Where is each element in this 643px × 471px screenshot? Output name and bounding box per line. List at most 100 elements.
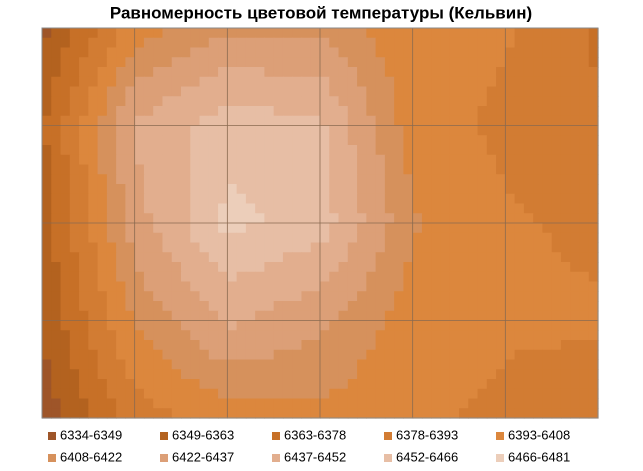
contour-cell bbox=[292, 252, 303, 263]
contour-cell bbox=[477, 223, 488, 234]
contour-cell bbox=[440, 96, 451, 107]
contour-cell bbox=[329, 242, 340, 253]
contour-cell bbox=[60, 252, 71, 263]
contour-cell bbox=[421, 242, 432, 253]
contour-cell bbox=[42, 164, 52, 175]
contour-cell bbox=[496, 47, 506, 58]
contour-cell bbox=[338, 340, 349, 351]
contour-cell bbox=[69, 106, 80, 117]
contour-cell bbox=[255, 379, 265, 390]
contour-cell bbox=[125, 47, 136, 58]
contour-cell bbox=[181, 281, 191, 292]
contour-cell bbox=[366, 145, 377, 156]
contour-cell bbox=[88, 242, 99, 253]
contour-cell bbox=[264, 193, 275, 205]
contour-cell bbox=[106, 135, 117, 146]
contour-cell bbox=[421, 145, 432, 156]
contour-cell bbox=[440, 369, 451, 380]
contour-cell bbox=[292, 291, 303, 302]
contour-cell bbox=[514, 164, 525, 175]
contour-cell bbox=[523, 135, 534, 146]
contour-cell bbox=[320, 164, 330, 175]
contour-cell bbox=[245, 232, 256, 244]
contour-cell bbox=[60, 96, 71, 107]
contour-cell bbox=[106, 310, 117, 322]
contour-cell bbox=[282, 164, 293, 175]
contour-cell bbox=[440, 330, 451, 341]
contour-cell bbox=[134, 320, 145, 331]
contour-cell bbox=[366, 213, 377, 224]
contour-cell bbox=[477, 281, 488, 292]
contour-cell bbox=[440, 145, 451, 156]
contour-cell bbox=[468, 135, 479, 146]
contour-cell bbox=[264, 96, 275, 107]
contour-cell bbox=[79, 291, 89, 302]
contour-cell bbox=[486, 135, 497, 146]
contour-cell bbox=[60, 281, 71, 292]
contour-cell bbox=[79, 106, 89, 117]
contour-cell bbox=[505, 106, 516, 117]
contour-cell bbox=[320, 57, 330, 68]
contour-cell bbox=[449, 223, 460, 234]
contour-cell bbox=[338, 301, 349, 312]
contour-cell bbox=[468, 340, 479, 351]
contour-cell bbox=[440, 115, 451, 127]
contour-cell bbox=[505, 398, 516, 409]
contour-cell bbox=[357, 388, 367, 400]
contour-cell bbox=[125, 203, 136, 214]
contour-cell bbox=[171, 330, 182, 341]
contour-cell bbox=[394, 28, 404, 39]
contour-cell bbox=[255, 86, 265, 97]
contour-cell bbox=[227, 291, 238, 302]
contour-cell bbox=[338, 369, 349, 380]
contour-cell bbox=[347, 271, 358, 283]
contour-cell bbox=[106, 398, 117, 409]
contour-cell bbox=[292, 359, 303, 370]
contour-cell bbox=[143, 47, 154, 58]
contour-cell bbox=[440, 252, 451, 263]
contour-cell bbox=[375, 203, 386, 214]
contour-cell bbox=[357, 213, 367, 224]
contour-cell bbox=[282, 37, 293, 49]
contour-cell bbox=[505, 379, 516, 390]
contour-cell bbox=[496, 369, 506, 380]
contour-cell bbox=[162, 340, 173, 351]
contour-cell bbox=[477, 232, 488, 244]
contour-cell bbox=[79, 145, 89, 156]
contour-cell bbox=[79, 67, 89, 78]
contour-cell bbox=[264, 223, 275, 234]
contour-cell bbox=[227, 369, 238, 380]
contour-cell bbox=[588, 115, 599, 127]
contour-cell bbox=[236, 398, 247, 409]
contour-cell bbox=[366, 193, 377, 205]
contour-cell bbox=[273, 154, 284, 166]
contour-cell bbox=[208, 125, 219, 136]
contour-cell bbox=[60, 193, 71, 205]
contour-cell bbox=[42, 369, 52, 380]
contour-cell bbox=[116, 232, 126, 244]
contour-cell bbox=[542, 223, 553, 234]
contour-cell bbox=[153, 301, 164, 312]
contour-cell bbox=[560, 271, 571, 283]
contour-cell bbox=[560, 115, 571, 127]
contour-cell bbox=[171, 47, 182, 58]
contour-cell bbox=[134, 291, 145, 302]
contour-cell bbox=[171, 262, 182, 273]
contour-cell bbox=[560, 203, 571, 214]
contour-cell bbox=[357, 271, 367, 283]
contour-cell bbox=[523, 86, 534, 97]
contour-cell bbox=[514, 310, 525, 322]
contour-cell bbox=[218, 330, 228, 341]
contour-cell bbox=[496, 67, 506, 78]
contour-cell bbox=[468, 96, 479, 107]
contour-cell bbox=[542, 174, 553, 185]
contour-cell bbox=[514, 145, 525, 156]
contour-cell bbox=[106, 145, 117, 156]
contour-cell bbox=[347, 359, 358, 370]
contour-cell bbox=[162, 184, 173, 195]
contour-cell bbox=[245, 184, 256, 195]
contour-cell bbox=[236, 47, 247, 58]
contour-cell bbox=[106, 213, 117, 224]
contour-cell bbox=[97, 164, 108, 175]
contour-cell bbox=[134, 184, 145, 195]
